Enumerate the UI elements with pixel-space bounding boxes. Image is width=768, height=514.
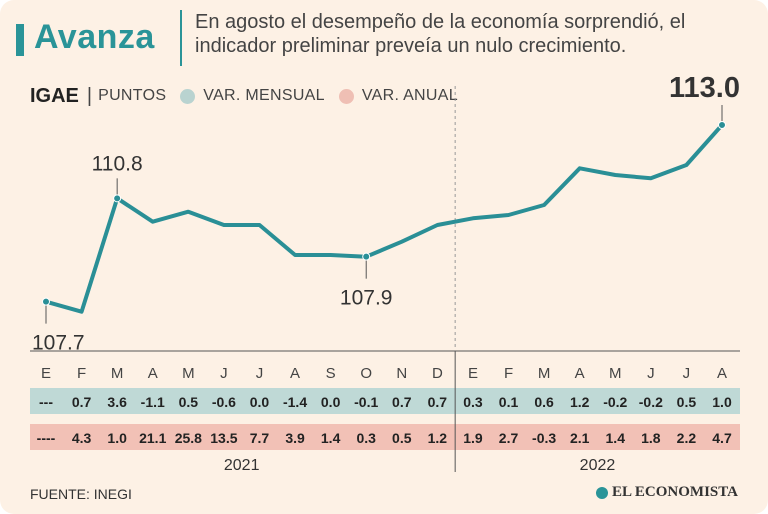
brand: EL ECONOMISTA <box>596 484 738 501</box>
monthly-variation-value: -1.4 <box>283 394 307 410</box>
source-note: FUENTE: INEGI <box>30 486 132 502</box>
month-tick-label: A <box>575 365 585 382</box>
annual-variation-value: 1.4 <box>321 430 341 446</box>
point-marker <box>113 194 122 203</box>
monthly-variation-band <box>30 388 740 414</box>
month-tick-label: N <box>396 365 407 382</box>
annual-variation-value: 4.7 <box>712 430 732 446</box>
annual-variation-value: 0.3 <box>356 430 376 446</box>
monthly-variation-value: 0.1 <box>499 394 519 410</box>
monthly-variation-value: 1.2 <box>570 394 590 410</box>
annual-variation-value: -0.3 <box>532 430 556 446</box>
point-label: 107.7 <box>32 332 85 355</box>
monthly-variation-value: -1.1 <box>141 394 165 410</box>
monthly-variation-value: 3.6 <box>107 394 127 410</box>
month-tick-label: E <box>41 365 51 382</box>
legend-annual-label: VAR. ANUAL <box>361 87 458 104</box>
annual-variation-value: 1.9 <box>463 430 483 446</box>
legend: IGAE | PUNTOS VAR. MENSUAL VAR. ANUAL <box>30 84 458 108</box>
point-label: 110.8 <box>92 152 143 175</box>
point-marker <box>362 252 371 261</box>
year-label: 2021 <box>224 457 260 474</box>
annual-variation-value: 2.1 <box>570 430 590 446</box>
annual-variation-value: 1.4 <box>606 430 626 446</box>
monthly-variation-value: 1.0 <box>712 394 732 410</box>
annual-variation-value: 2.2 <box>677 430 697 446</box>
legend-indicator: IGAE <box>30 84 79 107</box>
month-tick-label: J <box>647 365 655 382</box>
month-tick-label: D <box>432 365 443 382</box>
month-tick-label: J <box>256 365 264 382</box>
point-label: 113.0 <box>669 72 740 104</box>
brand-logo-icon <box>596 486 608 499</box>
month-tick-label: F <box>504 365 513 382</box>
monthly-variation-value: -0.2 <box>639 394 663 410</box>
month-tick-label: M <box>111 365 124 382</box>
annual-variation-value: 1.8 <box>641 430 661 446</box>
annual-variation-value: 4.3 <box>72 430 92 446</box>
month-tick-label: A <box>148 365 158 382</box>
annual-variation-value: 25.8 <box>175 430 202 446</box>
month-tick-label: E <box>468 365 478 382</box>
monthly-variation-value: 0.3 <box>463 394 483 410</box>
year-label: 2022 <box>580 457 616 474</box>
annual-variation-value: 1.0 <box>107 430 127 446</box>
annual-variation-value: 3.9 <box>285 430 305 446</box>
monthly-variation-value: 0.6 <box>534 394 554 410</box>
monthly-variation-value: 0.7 <box>392 394 412 410</box>
monthly-variation-value: -0.6 <box>212 394 236 410</box>
month-tick-label: M <box>538 365 551 382</box>
month-tick-label: A <box>717 365 727 382</box>
point-label: 107.9 <box>340 287 393 310</box>
header-divider <box>180 10 182 66</box>
chart-subtitle: En agosto el desempeño de la economía so… <box>195 11 686 57</box>
monthly-variation-value: 0.7 <box>428 394 448 410</box>
annual-dot-icon <box>338 88 354 104</box>
annual-variation-value: 0.5 <box>392 430 412 446</box>
monthly-variation-value: -0.2 <box>603 394 627 410</box>
monthly-variation-value: 0.7 <box>72 394 92 410</box>
monthly-dot-icon <box>180 88 196 104</box>
annual-variation-value: 21.1 <box>139 430 166 446</box>
month-tick-label: J <box>683 365 691 382</box>
point-marker <box>718 121 726 129</box>
point-marker <box>42 297 50 306</box>
monthly-variation-value: --- <box>39 394 53 410</box>
month-tick-label: M <box>609 365 622 382</box>
month-tick-label: F <box>77 365 86 382</box>
month-tick-label: A <box>290 365 300 382</box>
month-tick-label: S <box>326 365 336 382</box>
month-tick-label: J <box>220 365 228 382</box>
monthly-variation-value: 0.0 <box>250 394 270 410</box>
annual-variation-band <box>30 424 740 450</box>
annual-variation-value: 7.7 <box>250 430 270 446</box>
month-tick-label: O <box>360 365 372 382</box>
legend-monthly-label: VAR. MENSUAL <box>203 87 325 104</box>
annual-variation-value: ---- <box>37 430 56 446</box>
legend-series-label: PUNTOS <box>98 87 167 104</box>
monthly-variation-value: 0.0 <box>321 394 341 410</box>
monthly-variation-value: 0.5 <box>179 394 199 410</box>
month-tick-label: M <box>182 365 195 382</box>
monthly-variation-value: 0.5 <box>677 394 697 410</box>
annual-variation-value: 2.7 <box>499 430 519 446</box>
title-accent-bar <box>16 24 24 56</box>
annual-variation-value: 13.5 <box>210 430 237 446</box>
legend-separator: | <box>86 84 93 107</box>
monthly-variation-value: -0.1 <box>354 394 378 410</box>
igae-series-line <box>44 123 724 314</box>
annual-variation-value: 1.2 <box>428 430 448 446</box>
chart-title: Avanza <box>34 18 155 56</box>
brand-name: EL ECONOMISTA <box>612 484 738 500</box>
